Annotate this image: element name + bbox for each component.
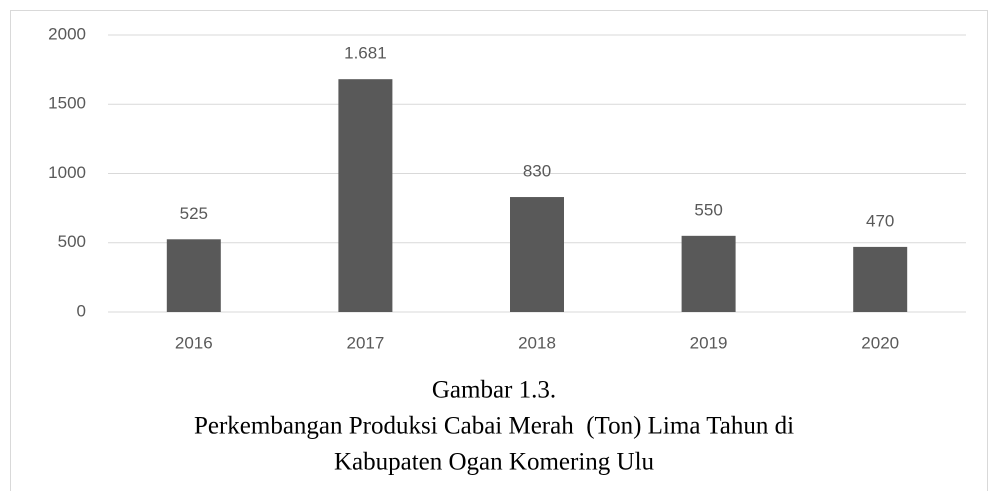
data-label: 830 <box>523 162 551 181</box>
x-tick-label: 2017 <box>346 333 384 352</box>
y-tick-label: 500 <box>58 232 86 251</box>
bar <box>681 235 736 312</box>
data-label: 525 <box>180 204 208 223</box>
bar <box>166 239 221 312</box>
caption-line: Gambar 1.3. <box>432 377 556 404</box>
bar <box>510 197 564 312</box>
y-tick-label: 2000 <box>48 24 86 43</box>
data-label: 1.681 <box>344 44 387 63</box>
y-tick-label: 1000 <box>48 163 86 182</box>
y-tick-label: 1500 <box>48 94 86 113</box>
x-tick-label: 2019 <box>690 333 728 352</box>
caption-line: Perkembangan Produksi Cabai Merah (Ton) … <box>194 413 794 440</box>
data-label: 470 <box>866 211 894 230</box>
chart-frame <box>10 10 988 491</box>
data-label: 550 <box>694 200 722 219</box>
x-tick-label: 2016 <box>175 333 213 352</box>
x-tick-label: 2018 <box>518 333 556 352</box>
x-tick-label: 2020 <box>861 333 899 352</box>
bar <box>853 246 908 312</box>
bar <box>338 79 393 312</box>
caption-line: Kabupaten Ogan Komering Ulu <box>334 449 655 476</box>
y-tick-label: 0 <box>77 301 86 320</box>
